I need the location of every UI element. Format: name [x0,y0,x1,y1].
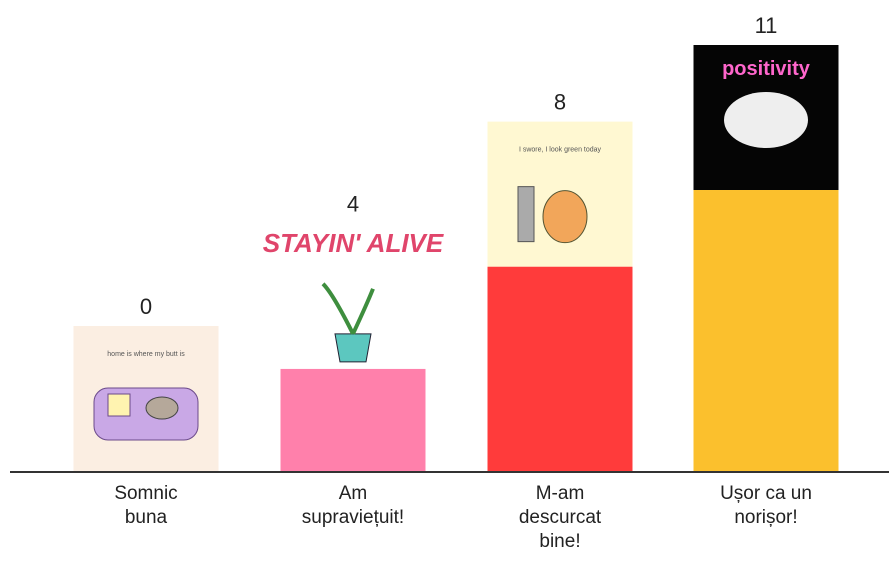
value-label: 8 [554,89,566,114]
mirror [517,186,535,243]
bar [693,190,839,471]
category-label: Somnic buna [114,483,178,528]
leaves [321,282,375,335]
category-label: Ușor ca un norișor! [720,483,812,528]
bar-image: STAYIN' ALIVE [263,223,444,369]
cat [145,396,179,420]
category-label: Am supraviețuit! [301,483,405,528]
bar-image: positivity [693,45,839,190]
category-label: M-am descurcat bine! [518,483,602,552]
bar [280,368,426,471]
dog [542,190,588,244]
image-caption: I swore, I look green today [519,147,602,154]
image-caption: positivity [722,58,811,80]
value-label: 0 [140,294,152,319]
bar [487,266,633,471]
bar-image: home is where my butt is [73,326,219,471]
value-label: 11 [755,13,778,38]
value-label: 4 [347,192,359,217]
cloud [724,92,808,148]
bar-image: I swore, I look green today [487,121,633,267]
image-caption: STAYIN' ALIVE [263,228,444,258]
pillow [107,393,131,417]
plant [334,333,372,363]
image-caption: home is where my butt is [107,351,185,358]
